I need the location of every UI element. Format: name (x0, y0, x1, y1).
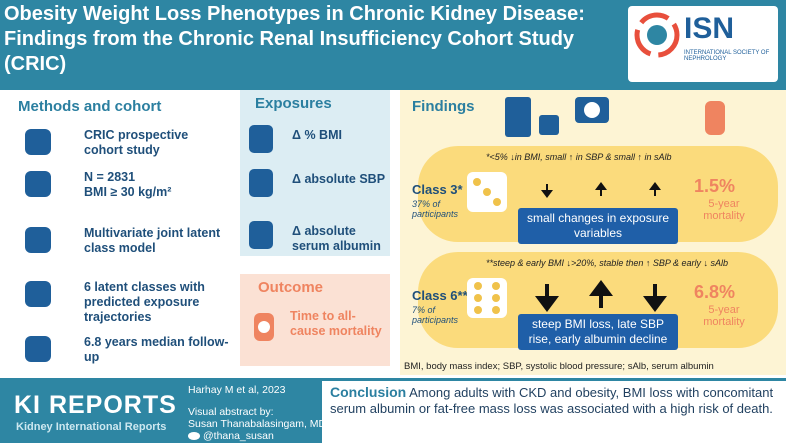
die-icon-svg (467, 172, 507, 212)
method-item: N = 2831 BMI ≥ 30 kg/m² (84, 170, 172, 199)
title: Obesity Weight Loss Phenotypes in Chroni… (4, 3, 585, 75)
citation: Harhay M et al, 2023 (188, 384, 286, 396)
findings-icons (505, 97, 725, 137)
class-label: Class 3* (412, 182, 463, 197)
trend-arrow-svg (535, 284, 559, 312)
mortality-rate: 1.5% (694, 176, 736, 196)
footer-left (0, 381, 322, 443)
trend-arrow-svg (595, 182, 607, 196)
mortality-label: 5-year mortality (703, 198, 745, 222)
method-icon (22, 168, 54, 200)
exposure-icon (246, 122, 276, 156)
class-summary: steep BMI loss, late SBP rise, early alb… (518, 314, 678, 350)
die-icon-svg (467, 278, 507, 318)
outcome-heading: Outcome (258, 279, 324, 296)
method-item: 6 latent classes with predicted exposure… (84, 280, 205, 324)
method-icon-svg (25, 227, 51, 253)
method-icon (22, 126, 54, 158)
trend-arrow (640, 276, 670, 316)
class-label: Class 6** (412, 288, 468, 303)
footnote: BMI, body mass index; SBP, systolic bloo… (404, 361, 714, 372)
trend-arrow (586, 170, 616, 210)
method-item: 6.8 years median follow-up (84, 335, 229, 364)
trend-arrow-svg (589, 280, 613, 308)
method-icon (22, 224, 54, 256)
conclusion-text: Among adults with CKD and obesity, BMI l… (330, 385, 774, 416)
author: Susan Thanabalasingam, MD (188, 418, 327, 430)
findings-heading: Findings (412, 98, 475, 115)
logo-icon (634, 12, 680, 58)
class-note: *<5% ↓in BMI, small ↑ in SBP & small ↑ i… (486, 152, 672, 162)
exposure-icon-svg (249, 125, 273, 153)
logo-name: ISN (684, 12, 735, 45)
methods-heading: Methods and cohort (18, 98, 162, 115)
exposure-item: Δ absolute SBP (292, 172, 386, 186)
trend-arrow-svg (643, 284, 667, 312)
exposure-icon (246, 166, 276, 200)
die-icon (465, 276, 509, 320)
exposures-heading: Exposures (255, 95, 332, 112)
class-share: 7% of participants (412, 305, 459, 325)
method-icon-svg (25, 171, 51, 197)
handle[interactable]: @thana_susan (203, 430, 274, 442)
trend-arrow-svg (649, 182, 661, 196)
outcome-text: Time to all-cause mortality (290, 309, 382, 338)
trend-arrow (640, 170, 670, 210)
journal-sub: Kidney International Reports (16, 421, 167, 433)
journal-name: KI REPORTS (14, 391, 177, 419)
method-item: Multivariate joint latent class model (84, 226, 221, 255)
credit: Visual abstract by: (188, 406, 274, 418)
method-icon (22, 333, 54, 365)
die-icon (465, 170, 509, 214)
class-share: 37% of participants (412, 199, 459, 219)
class-summary: small changes in exposure variables (518, 208, 678, 244)
exposure-icon-svg (249, 169, 273, 197)
method-icon-svg (25, 281, 51, 307)
trend-arrow (532, 276, 562, 316)
outcome-icon (254, 313, 274, 341)
method-item: CRIC prospective cohort study (84, 128, 189, 157)
twitter-icon (188, 432, 200, 440)
method-icon-svg (25, 336, 51, 362)
trend-arrow (532, 170, 562, 210)
mortality-label: 5-year mortality (703, 304, 745, 328)
mortality-rate: 6.8% (694, 282, 736, 302)
logo-subtitle: INTERNATIONAL SOCIETY OF NEPHROLOGY (684, 50, 770, 62)
exposure-icon-svg (249, 221, 273, 249)
exposure-item: Δ % BMI (292, 128, 342, 142)
method-icon (22, 278, 54, 310)
class-note: **steep & early BMI ↓>20%, stable then ↑… (486, 258, 729, 268)
footer-rule (0, 378, 786, 381)
method-icon-svg (25, 129, 51, 155)
trend-arrow (586, 276, 616, 316)
trend-arrow-svg (541, 184, 553, 198)
conclusion: Conclusion Among adults with CKD and obe… (330, 384, 780, 417)
exposure-item: Δ absolute serum albumin (292, 224, 381, 253)
conclusion-heading: Conclusion (330, 384, 407, 400)
exposure-icon (246, 218, 276, 252)
